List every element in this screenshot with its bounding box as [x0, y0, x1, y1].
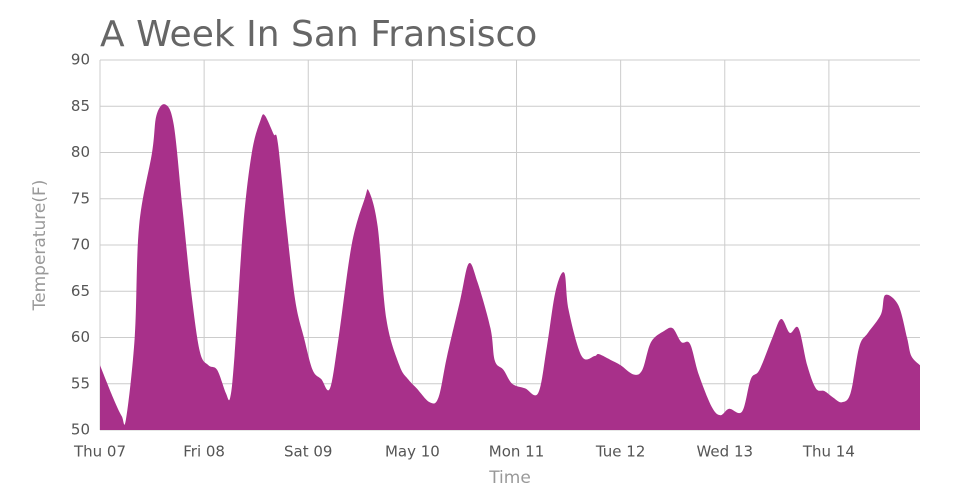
- y-tick-label: 65: [71, 282, 90, 300]
- y-tick-label: 80: [71, 143, 90, 161]
- x-tick-label: Fri 08: [183, 443, 225, 461]
- y-tick-label: 55: [71, 374, 90, 392]
- y-tick-label: 60: [71, 328, 90, 346]
- x-tick-label: Mon 11: [489, 443, 544, 461]
- y-tick-label: 85: [71, 97, 90, 115]
- x-tick-label: Wed 13: [696, 443, 753, 461]
- y-tick-label: 75: [71, 189, 90, 207]
- x-tick-label: Thu 07: [73, 443, 126, 461]
- area: [100, 104, 920, 430]
- x-tick-label: Tue 12: [595, 443, 645, 461]
- x-tick-label: May 10: [385, 443, 440, 461]
- y-axis-label: Temperature(F): [30, 180, 50, 312]
- y-tick-label: 90: [71, 51, 90, 69]
- y-tick-label: 50: [71, 421, 90, 439]
- x-axis-label: Time: [488, 468, 531, 488]
- chart-title: A Week In San Fransisco: [100, 14, 537, 55]
- x-tick-label: Sat 09: [284, 443, 332, 461]
- x-tick-label: Thu 14: [802, 443, 855, 461]
- y-tick-label: 70: [71, 236, 90, 254]
